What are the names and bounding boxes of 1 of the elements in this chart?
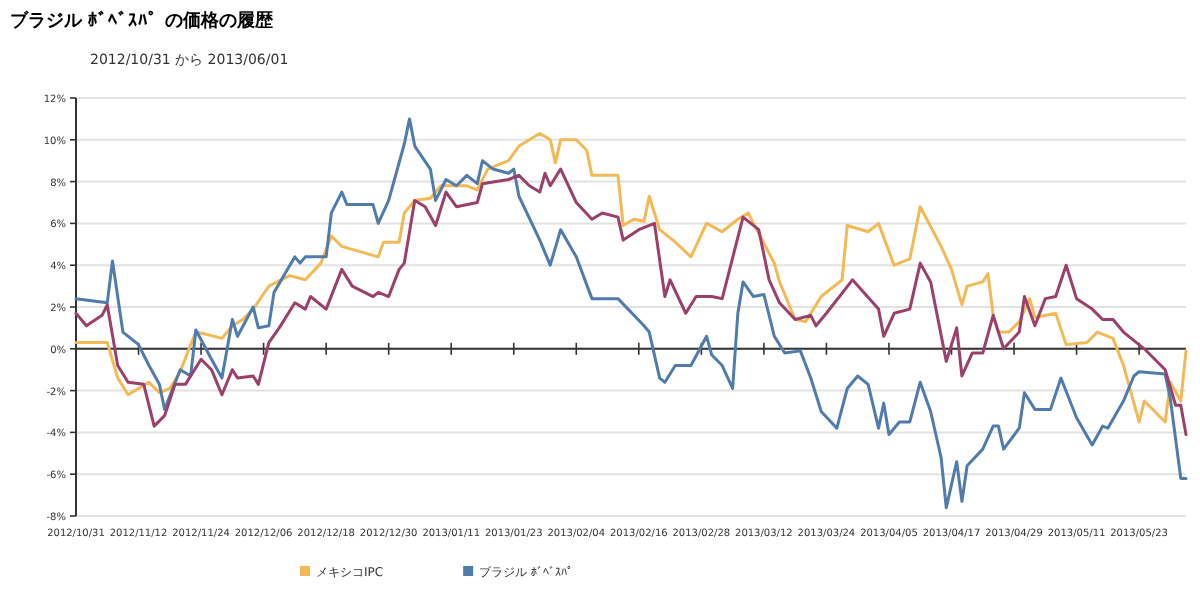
title: ブラジル ﾎﾞﾍﾞｽﾊﾟ の価格の履歴 bbox=[10, 12, 273, 32]
